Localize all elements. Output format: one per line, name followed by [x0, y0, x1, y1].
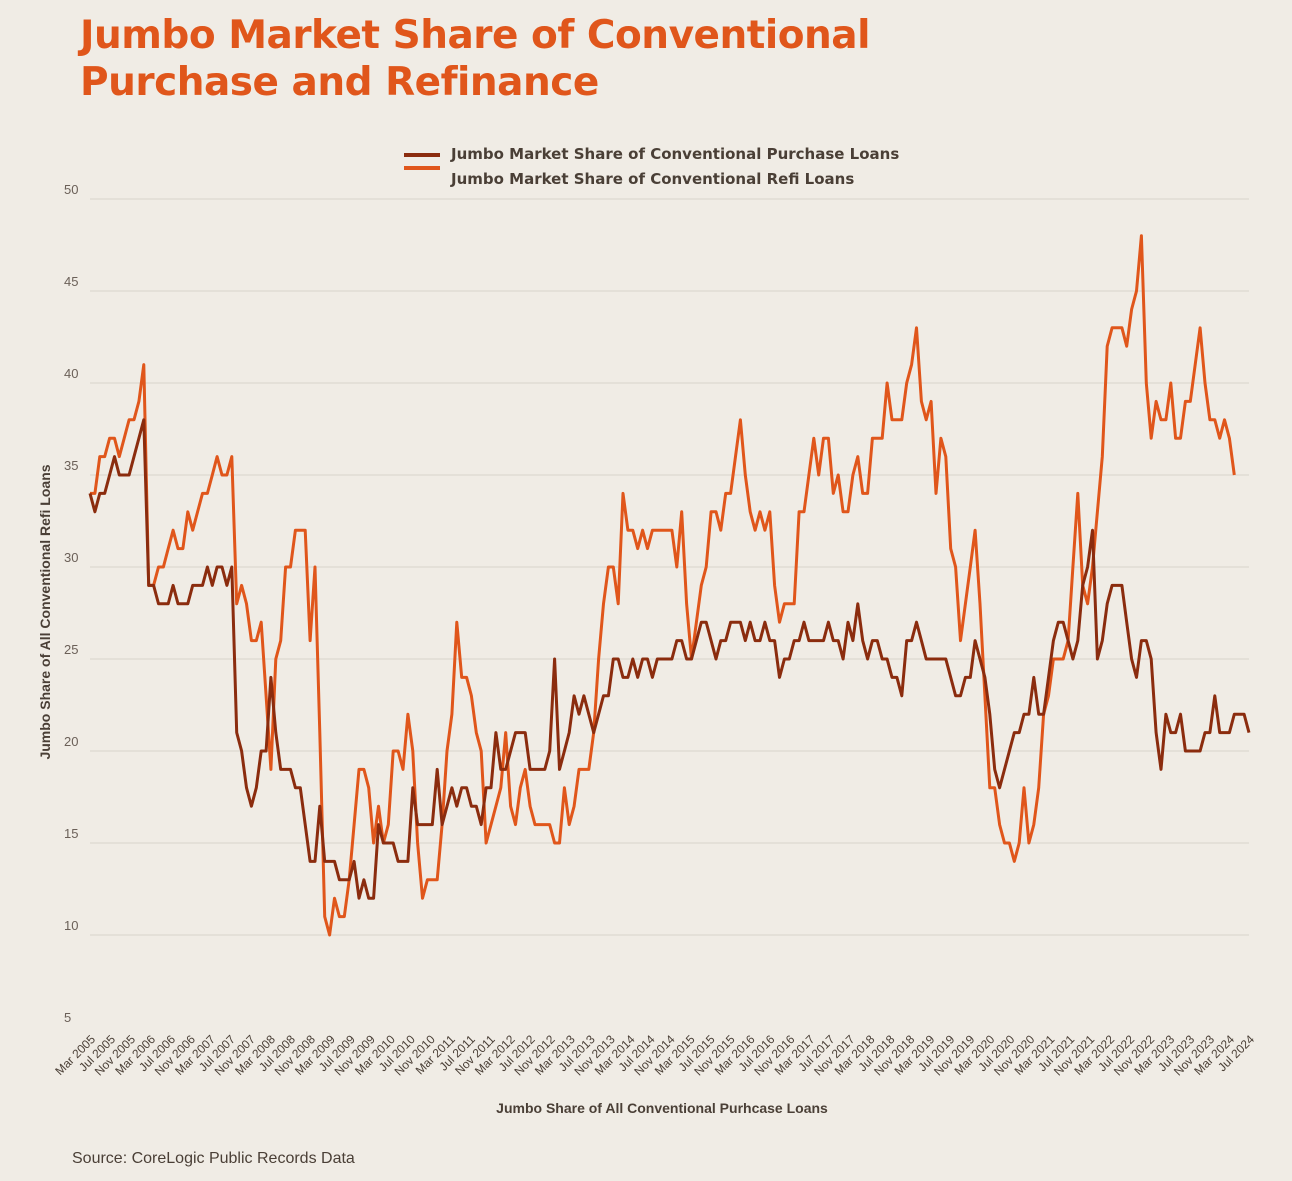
y-tick-label: 15 — [64, 826, 78, 841]
y-tick-label: 20 — [64, 734, 78, 749]
y-tick-label: 35 — [64, 458, 78, 473]
legend-label-purchase: Jumbo Market Share of Conventional Purch… — [451, 145, 900, 163]
series-line-refi — [90, 234, 1236, 937]
gridlines — [90, 198, 1249, 936]
y-tick-label: 10 — [64, 918, 78, 933]
y-axis-label: Jumbo Share of All Conventional Refi Loa… — [37, 464, 53, 759]
legend-swatch-purchase — [404, 153, 440, 157]
y-tick-label: 5 — [64, 1010, 71, 1025]
chart-title: Jumbo Market Share of Conventional Purch… — [80, 13, 870, 105]
y-tick-label: 40 — [64, 366, 78, 381]
source-note: Source: CoreLogic Public Records Data — [72, 1150, 355, 1167]
series-line-purchase — [88, 418, 1251, 900]
y-tick-label: 30 — [64, 550, 78, 565]
y-tick-label: 50 — [64, 182, 78, 197]
y-axis-ticks: 5 10 15 20 25 30 35 40 45 50 — [64, 182, 78, 1025]
legend-swatch-refi — [404, 166, 440, 170]
x-axis-label: Jumbo Share of All Conventional Purhcase… — [496, 1100, 828, 1116]
series-lines — [88, 234, 1251, 937]
legend-label-refi: Jumbo Market Share of Conventional Refi … — [451, 170, 855, 188]
y-tick-label: 25 — [64, 642, 78, 657]
y-tick-label: 45 — [64, 274, 78, 289]
